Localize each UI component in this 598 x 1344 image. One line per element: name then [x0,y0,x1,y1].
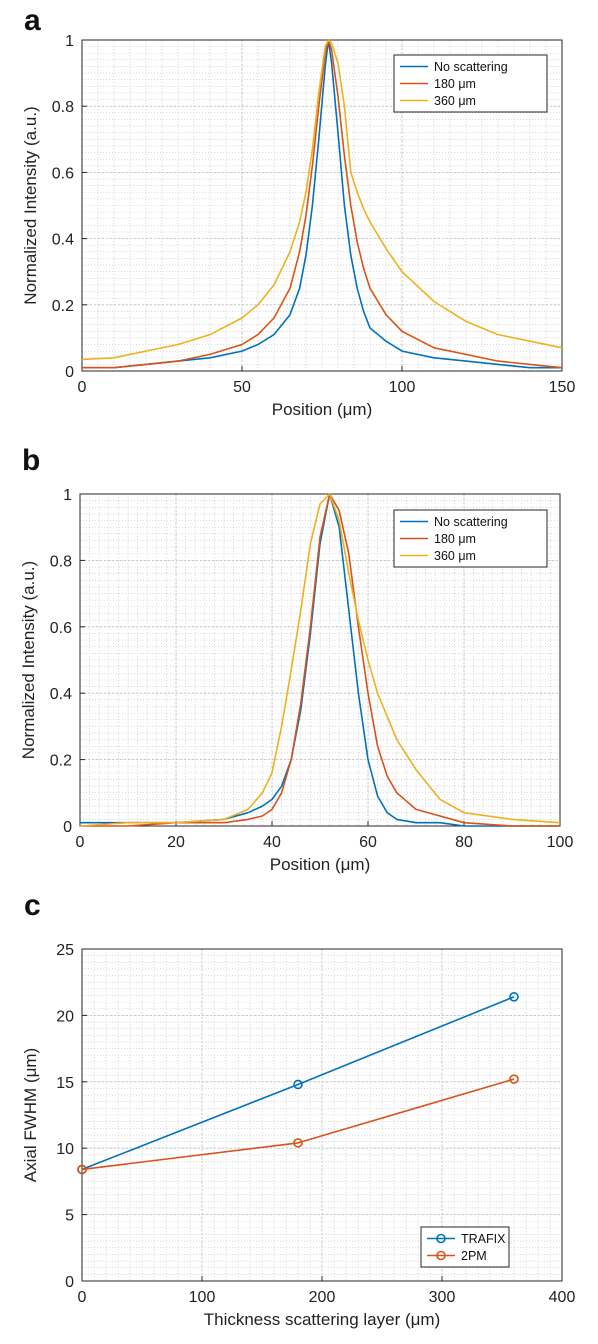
legend: No scattering 180 μm 360 μm [393,54,548,113]
y-axis-label: Axial FWHM (μm) [21,1048,40,1182]
y-tick-label: 0 [63,819,72,836]
chart-panel-b: b 0 20 40 60 80 100 0 0.2 0.4 0.6 0.8 1 Position (μm)… [19,444,573,874]
legend-label: 360 μm [434,549,476,563]
y-tick-label: 1 [65,33,74,50]
x-tick-label: 100 [547,834,574,851]
legend-label: TRAFIX [461,1232,506,1246]
x-tick-label: 150 [549,379,576,396]
x-tick-label: 100 [389,379,416,396]
x-tick-label: 80 [455,834,473,851]
y-tick-label: 0.6 [50,620,72,637]
panel-letter: b [22,444,40,477]
x-tick-label: 0 [78,1289,87,1306]
legend-label: No scattering [434,515,508,529]
chart-panel-c: c 0 100 200 300 400 0 5 10 15 20 25 Thickness scatte… [21,889,575,1329]
legend-label: 180 μm [434,532,476,546]
y-tick-label: 0 [65,364,74,381]
series-line-1 [81,996,515,1171]
y-axis-label: Normalized Intensity (a.u.) [19,561,38,759]
y-tick-label: 0.2 [50,753,72,770]
y-tick-label: 10 [56,1141,74,1158]
axes-box [81,39,563,372]
y-tick-label: 15 [56,1075,74,1092]
panel-letter: c [24,889,41,922]
data-point [293,1138,303,1148]
data-point [293,1079,303,1090]
x-tick-label: 0 [78,379,87,396]
panel-letter: a [24,4,41,37]
y-tick-label: 0.2 [52,298,74,315]
legend-marker [436,1250,446,1261]
x-tick-label: 0 [76,834,85,851]
y-tick-label: 0.4 [50,686,72,703]
y-axis-label: Normalized Intensity (a.u.) [21,106,40,304]
x-axis-label: Thickness scattering layer (μm) [204,1310,441,1329]
x-tick-label: 50 [233,379,251,396]
data-point [77,1164,87,1175]
series-line-3 [81,39,563,361]
x-tick-label: 400 [549,1289,576,1306]
y-tick-label: 20 [56,1008,74,1025]
y-tick-label: 25 [56,942,74,959]
x-tick-label: 40 [263,834,281,851]
x-tick-label: 60 [359,834,377,851]
legend-label: 180 μm [434,77,476,91]
series-line-2 [81,1078,515,1171]
x-axis-label: Position (μm) [272,400,372,419]
y-tick-label: 0 [65,1274,74,1291]
x-tick-label: 300 [429,1289,456,1306]
legend-label: 2PM [461,1249,487,1263]
y-tick-label: 0.6 [52,165,74,182]
y-tick-label: 0.4 [52,232,74,249]
x-tick-label: 20 [167,834,185,851]
legend: No scattering 180 μm 360 μm [393,509,548,568]
legend-box [420,1226,510,1268]
data-point [509,992,519,1002]
legend: TRAFIX 2PM [420,1226,510,1268]
y-tick-label: 5 [65,1208,74,1225]
legend-label: 360 μm [434,94,476,108]
series-line-3 [79,493,561,827]
y-tick-label: 1 [63,487,72,504]
axes-box [79,493,561,827]
legend-marker [436,1233,446,1244]
legend-label: No scattering [434,60,508,74]
data-point [509,1074,519,1084]
x-tick-label: 100 [189,1289,216,1306]
y-tick-label: 0.8 [52,99,74,116]
x-axis-label: Position (μm) [270,855,370,874]
y-tick-label: 0.8 [50,553,72,570]
chart-panel-a: a 0 50 100 150 0 0.2 0.4 0.6 0.8 1 Position (μm) Nor… [21,4,575,419]
x-tick-label: 200 [309,1289,336,1306]
